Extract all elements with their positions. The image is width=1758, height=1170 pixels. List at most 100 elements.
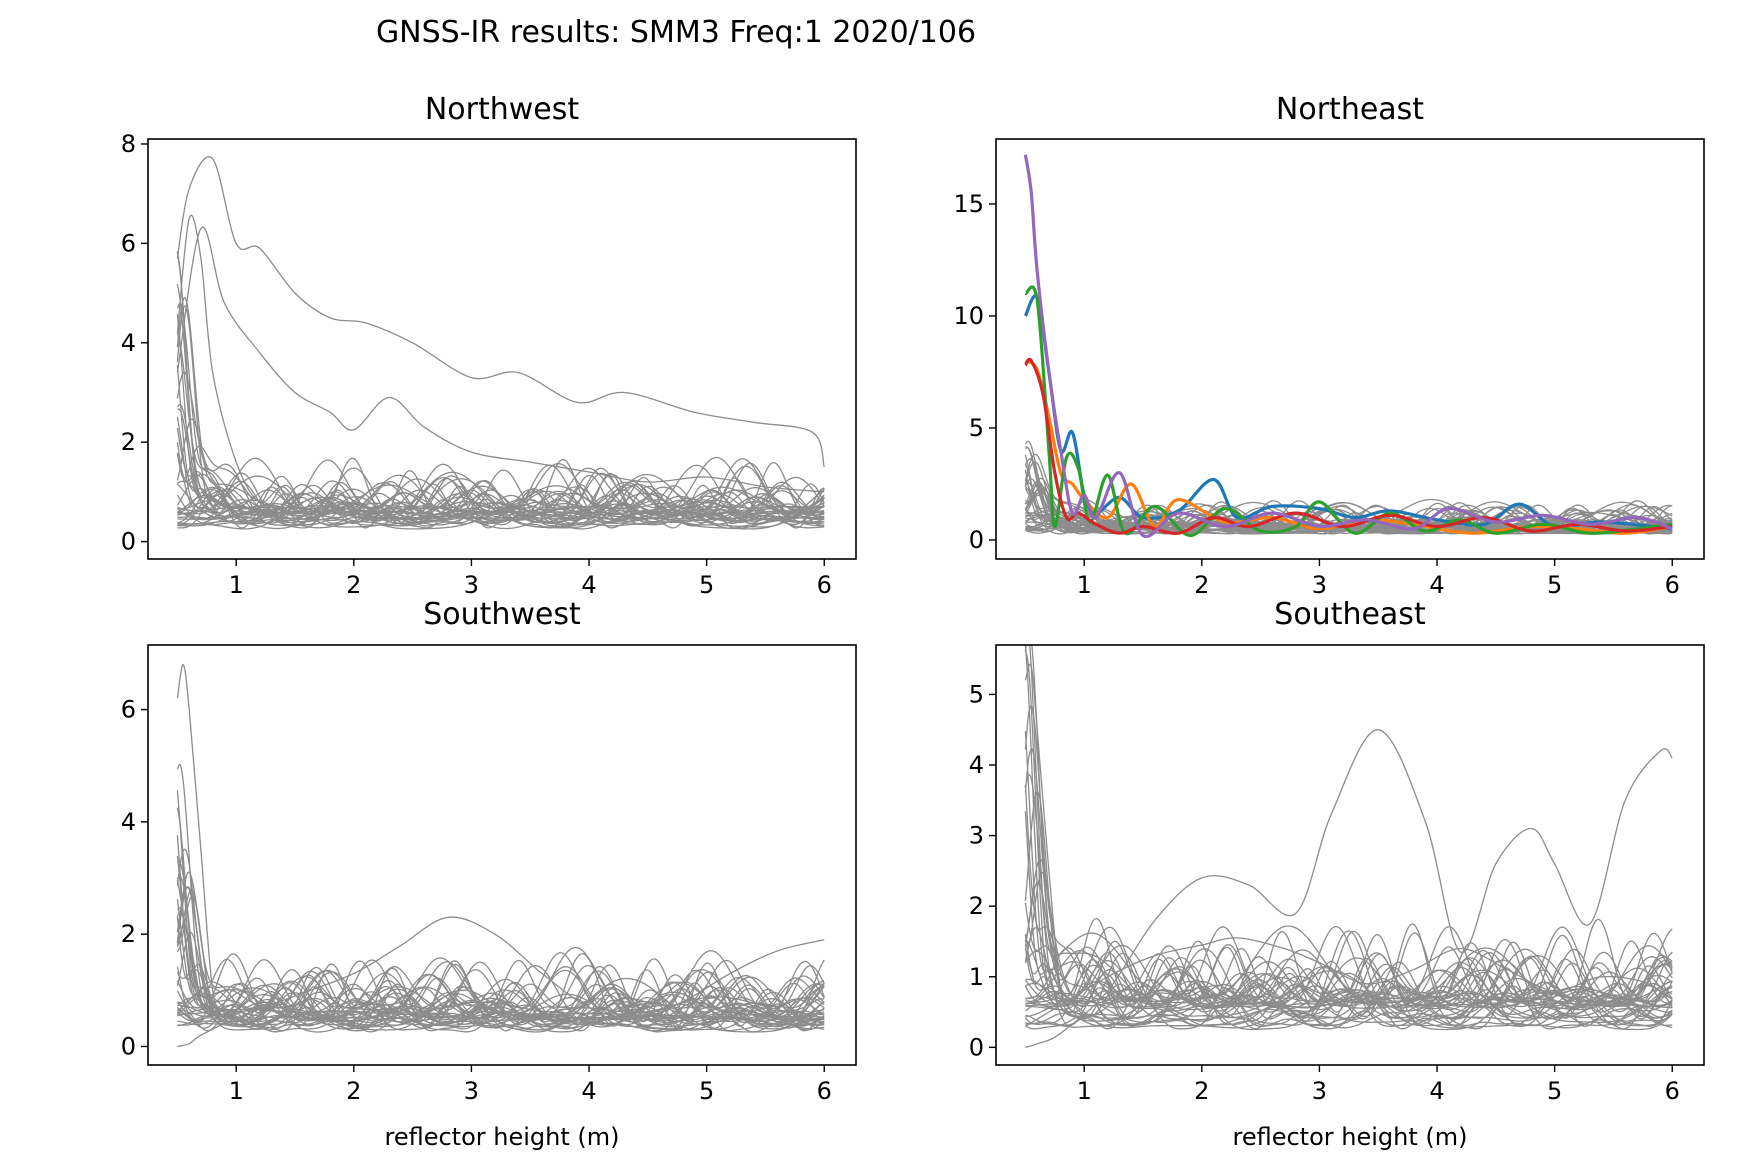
background-trace <box>176 427 825 509</box>
background-trace <box>1024 926 1673 1022</box>
background-trace <box>176 889 825 1024</box>
background-trace <box>1029 645 1673 1012</box>
y-tick-label: 4 <box>969 751 984 779</box>
highlighted-series-line <box>1023 294 1673 531</box>
background-trace <box>176 284 825 529</box>
subplot-title-northeast: Northeast <box>1276 92 1424 127</box>
x-tick-label: 2 <box>346 571 361 599</box>
x-tick-label: 1 <box>229 1077 244 1105</box>
background-trace <box>1024 650 1673 1019</box>
subplot-southwest: Southwest 1 2 3 4 5 6 0 2 4 6 reflector height (m… <box>121 597 857 1151</box>
background-trace <box>176 763 825 1018</box>
background-trace <box>176 991 825 1026</box>
traces-southwest <box>176 664 825 1048</box>
x-tick-label: 3 <box>464 1077 479 1105</box>
y-tick-label: 3 <box>969 822 984 850</box>
highlighted-series-line <box>1024 357 1673 535</box>
background-trace <box>176 807 825 1023</box>
y-tick-label: 0 <box>969 1033 984 1061</box>
background-trace <box>176 488 825 521</box>
x-axis-label-southwest: reflector height (m) <box>384 1123 619 1151</box>
background-trace <box>1024 487 1673 527</box>
background-trace <box>176 455 825 519</box>
x-tick-label: 4 <box>581 571 596 599</box>
x-tick-label: 3 <box>1312 1077 1327 1105</box>
axes-frame-northeast <box>995 138 1705 560</box>
x-tick-label: 5 <box>1547 1077 1562 1105</box>
y-tick-label: 4 <box>121 329 136 357</box>
x-tick-label: 1 <box>229 571 244 599</box>
x-tick-label: 6 <box>1665 571 1680 599</box>
background-trace <box>176 305 825 528</box>
background-trace <box>1024 858 1673 1008</box>
x-tick-label: 6 <box>1665 1077 1680 1105</box>
x-tick-label: 3 <box>1312 571 1327 599</box>
background-trace <box>1024 705 1673 1026</box>
subplot-title-northwest: Northwest <box>425 92 580 127</box>
x-tick-label: 5 <box>699 1077 714 1105</box>
y-tick-label: 5 <box>969 680 984 708</box>
x-tick-label: 2 <box>1194 571 1209 599</box>
notable-trace <box>177 916 825 1048</box>
subplot-northeast: Northeast 1 2 3 4 5 6 0 5 10 15 <box>953 92 1705 599</box>
subplot-title-southeast: Southeast <box>1274 597 1426 632</box>
background-trace <box>1025 956 1673 1019</box>
y-tick-label: 0 <box>121 1032 136 1060</box>
subplot-southeast: Southeast 1 2 3 4 5 6 0 1 2 3 4 5 reflector height … <box>969 597 1705 1151</box>
y-tick-label: 10 <box>953 302 984 330</box>
y-tick-label: 2 <box>121 428 136 456</box>
background-trace <box>1024 791 1673 1020</box>
x-tick-label: 5 <box>699 571 714 599</box>
x-tick-label: 4 <box>581 1077 596 1105</box>
notable-trace <box>176 214 331 519</box>
notable-trace <box>176 156 825 468</box>
background-trace <box>1024 925 1673 1007</box>
x-tick-label: 6 <box>817 1077 832 1105</box>
background-trace <box>176 790 825 1023</box>
background-trace <box>176 252 825 509</box>
y-tick-label: 15 <box>953 190 984 218</box>
y-tick-label: 8 <box>121 130 136 158</box>
y-tick-label: 6 <box>121 229 136 257</box>
y-tick-label: 2 <box>969 892 984 920</box>
traces-southeast <box>1024 645 1673 1049</box>
notable-trace <box>1024 663 1144 1021</box>
x-tick-label: 4 <box>1429 571 1444 599</box>
background-trace <box>176 991 825 1023</box>
x-tick-label: 1 <box>1077 571 1092 599</box>
background-trace <box>176 966 825 1033</box>
highlighted-series-line <box>1023 285 1673 538</box>
axes-frame-northwest <box>147 138 857 560</box>
background-trace <box>1024 774 1673 1003</box>
traces-northwest <box>176 156 825 530</box>
background-trace <box>1024 934 1673 1009</box>
axes-frame-southwest <box>147 644 857 1066</box>
y-tick-label: 0 <box>969 526 984 554</box>
background-trace <box>176 959 825 1017</box>
y-tick-label: 4 <box>121 808 136 836</box>
x-tick-label: 1 <box>1077 1077 1092 1105</box>
x-tick-label: 2 <box>346 1077 361 1105</box>
subplot-title-southwest: Southwest <box>423 597 581 632</box>
x-axis-label-southeast: reflector height (m) <box>1232 1123 1467 1151</box>
axes-frame-southeast <box>995 644 1705 1066</box>
x-tick-label: 2 <box>1194 1077 1209 1105</box>
background-trace <box>1024 784 1673 1005</box>
y-tick-label: 1 <box>969 963 984 991</box>
x-tick-label: 4 <box>1429 1077 1444 1105</box>
background-trace <box>177 498 825 526</box>
x-tick-label: 5 <box>1547 571 1562 599</box>
notable-trace <box>176 664 284 1025</box>
background-trace <box>176 931 825 1030</box>
highlighted-series-line <box>1023 154 1673 539</box>
y-tick-label: 0 <box>121 528 136 556</box>
background-trace <box>1025 969 1673 1023</box>
background-trace <box>176 875 825 1020</box>
notable-trace <box>176 226 825 493</box>
background-trace <box>1025 956 1673 1003</box>
traces-northeast <box>1023 154 1673 539</box>
y-tick-label: 5 <box>969 414 984 442</box>
subplot-northwest: Northwest 1 2 3 4 5 6 0 2 4 6 8 <box>121 92 857 599</box>
x-tick-label: 3 <box>464 571 479 599</box>
